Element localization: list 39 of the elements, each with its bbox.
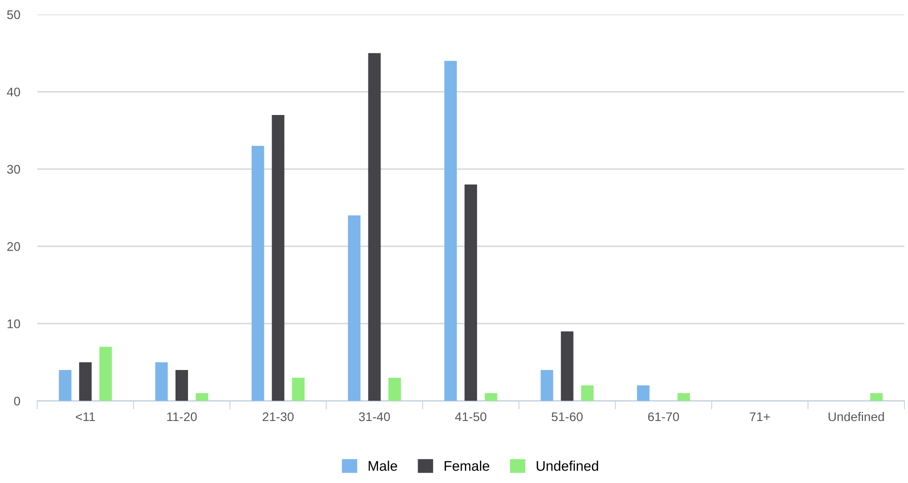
bar <box>79 362 92 401</box>
bar <box>99 346 112 401</box>
x-tick-label: 21-30 <box>262 412 294 422</box>
bar <box>484 393 498 401</box>
bar <box>155 362 168 401</box>
bar <box>560 331 574 401</box>
y-tick-label: 30 <box>7 164 20 174</box>
bar <box>58 370 72 401</box>
bar <box>540 370 554 401</box>
bar <box>252 146 264 401</box>
bar <box>348 215 360 401</box>
bar <box>272 114 284 401</box>
bar <box>444 60 457 401</box>
x-tick-label: Undefined <box>828 412 884 422</box>
bar <box>581 385 594 401</box>
y-tick-label: 40 <box>6 88 20 96</box>
bar <box>368 53 381 401</box>
bar <box>464 184 478 401</box>
bar <box>292 378 305 401</box>
bar <box>677 393 690 401</box>
y-tick-label: 0 <box>14 396 20 406</box>
bar <box>637 385 650 401</box>
x-tick-label: 41-50 <box>455 412 486 422</box>
bar <box>870 393 883 401</box>
bar <box>388 378 401 401</box>
y-tick-label: 10 <box>8 319 20 328</box>
legend-label: Male <box>368 460 398 471</box>
x-tick-label: 11-20 <box>167 412 197 422</box>
bar <box>196 393 208 401</box>
y-tick-label: 20 <box>7 242 20 251</box>
legend-label: Female <box>444 460 490 471</box>
bar <box>175 370 188 401</box>
x-tick-label: 61-70 <box>648 412 679 422</box>
legend-label: Undefined <box>536 460 598 471</box>
y-tick-label: 50 <box>7 10 20 20</box>
x-tick-label: 71+ <box>750 412 770 422</box>
x-tick-label: <11 <box>76 412 95 422</box>
x-tick-label: 51-60 <box>552 412 583 422</box>
x-tick-label: 31-40 <box>358 412 390 422</box>
